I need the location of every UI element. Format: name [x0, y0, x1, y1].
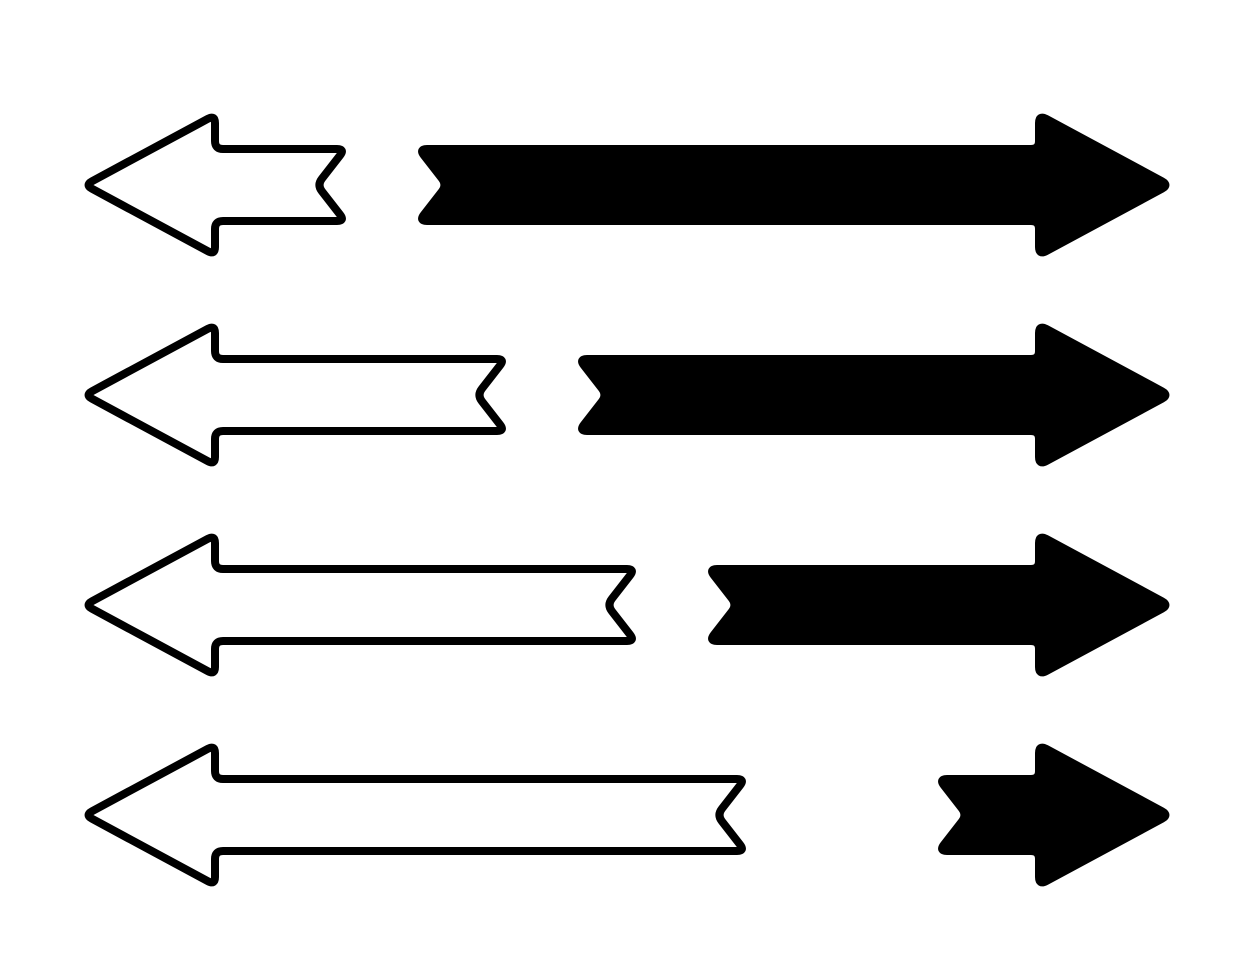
arrow-right-solid-row-1-icon: [422, 118, 1165, 253]
arrow-right-solid-row-2-icon: [582, 328, 1165, 463]
arrow-left-outline-row-4-icon: [89, 748, 742, 883]
arrow-infographic: [0, 0, 1254, 980]
arrow-left-outline-row-1-icon: [89, 118, 342, 253]
arrow-right-solid-row-3-icon: [712, 538, 1165, 673]
arrow-right-solid-row-4-icon: [942, 748, 1165, 883]
arrow-left-outline-row-2-icon: [89, 328, 502, 463]
arrow-left-outline-row-3-icon: [89, 538, 632, 673]
